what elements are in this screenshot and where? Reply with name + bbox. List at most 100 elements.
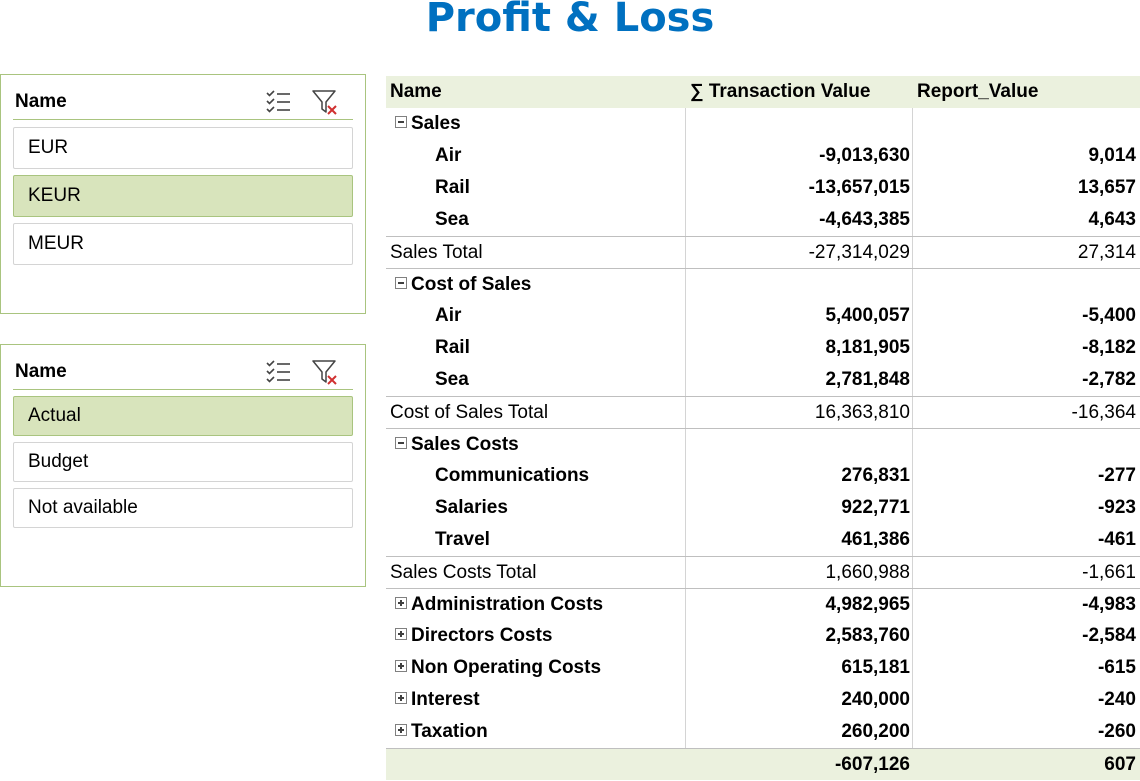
slicer-item-meur[interactable]: MEUR <box>13 223 353 265</box>
row-label: Salaries <box>435 497 508 518</box>
table-row: Salaries 922,771 -923 <box>386 492 1140 524</box>
report-value-cell: -615 <box>1097 657 1136 678</box>
report-value-cell: -923 <box>1097 497 1136 518</box>
group-label: Sales Costs <box>411 434 519 455</box>
group-label: Administration Costs <box>411 594 604 615</box>
row-label: Rail <box>435 337 470 358</box>
header-transaction-value[interactable]: ∑ Transaction Value <box>690 81 871 102</box>
pivot-table: Name ∑ Transaction Value Report_Value Sa… <box>386 76 1140 780</box>
group-row-non-operating-costs: Non Operating Costs 615,181 -615 <box>386 652 1140 684</box>
clear-filter-icon[interactable] <box>311 88 339 116</box>
group-row-interest: Interest 240,000 -240 <box>386 684 1140 716</box>
group-label: Non Operating Costs <box>411 657 602 678</box>
transaction-value-cell: -9,013,630 <box>819 145 910 166</box>
expand-icon[interactable] <box>395 691 407 704</box>
report-value-cell: 27,314 <box>1077 242 1136 263</box>
report-value-cell: 4,643 <box>1088 209 1136 230</box>
table-row: Air 5,400,057 -5,400 <box>386 300 1140 332</box>
transaction-value-cell: 5,400,057 <box>825 305 910 326</box>
scenario-slicer: Name Actual Budget Not available <box>0 344 366 587</box>
report-value-cell: 607 <box>1104 754 1136 775</box>
report-value-cell: -2,584 <box>1082 625 1136 646</box>
expand-icon[interactable] <box>395 596 407 609</box>
report-value-cell: -2,782 <box>1082 369 1136 390</box>
transaction-value-cell: 2,583,760 <box>825 625 910 646</box>
column-divider <box>685 108 686 780</box>
transaction-value-cell: -13,657,015 <box>808 177 910 198</box>
pivot-header-row: Name ∑ Transaction Value Report_Value <box>386 76 1140 108</box>
table-row: Communications 276,831 -277 <box>386 460 1140 492</box>
report-value-cell: -4,983 <box>1082 594 1136 615</box>
transaction-value-cell: 240,000 <box>841 689 910 710</box>
slicer-header-label: Name <box>15 361 67 382</box>
group-row-cost-of-sales: Cost of Sales <box>386 268 1140 300</box>
group-label: Taxation <box>411 721 488 742</box>
group-row-sales-costs: Sales Costs <box>386 428 1140 460</box>
row-label: Air <box>435 305 462 326</box>
report-value-cell: -260 <box>1097 721 1136 742</box>
transaction-value-cell: 1,660,988 <box>825 562 910 583</box>
transaction-value-cell: -27,314,029 <box>808 242 910 263</box>
multi-select-icon[interactable] <box>265 358 291 384</box>
transaction-value-cell: 4,982,965 <box>825 594 910 615</box>
slicer-header: Name <box>13 353 353 390</box>
transaction-value-cell: -4,643,385 <box>819 209 910 230</box>
group-label: Cost of Sales <box>411 274 532 295</box>
total-row-sales: Sales Total -27,314,029 27,314 <box>386 236 1140 268</box>
group-row-sales: Sales <box>386 108 1140 140</box>
report-value-cell: -16,364 <box>1071 402 1136 423</box>
transaction-value-cell: 276,831 <box>841 465 910 486</box>
expand-icon[interactable] <box>395 659 407 672</box>
slicer-item-budget[interactable]: Budget <box>13 442 353 482</box>
transaction-value-cell: 260,200 <box>841 721 910 742</box>
currency-slicer: Name EUR KEUR MEUR <box>0 74 366 314</box>
collapse-icon[interactable] <box>395 436 407 449</box>
transaction-value-cell: 8,181,905 <box>825 337 910 358</box>
transaction-value-cell: 922,771 <box>841 497 910 518</box>
table-row: Rail 8,181,905 -8,182 <box>386 332 1140 364</box>
collapse-icon[interactable] <box>395 276 407 289</box>
collapse-icon[interactable] <box>395 115 407 128</box>
expand-icon[interactable] <box>395 723 407 736</box>
table-row: Sea 2,781,848 -2,782 <box>386 364 1140 396</box>
report-value-cell: -240 <box>1097 689 1136 710</box>
row-label: Travel <box>435 529 490 550</box>
slicer-header-label: Name <box>15 91 67 112</box>
slicer-item-eur[interactable]: EUR <box>13 127 353 169</box>
slicer-item-keur[interactable]: KEUR <box>13 175 353 217</box>
report-value-cell: -1,661 <box>1082 562 1136 583</box>
report-value-cell: 13,657 <box>1077 177 1136 198</box>
report-value-cell: -5,400 <box>1082 305 1136 326</box>
table-row: Air -9,013,630 9,014 <box>386 140 1140 172</box>
group-row-administration-costs: Administration Costs 4,982,965 -4,983 <box>386 588 1140 620</box>
table-row: Travel 461,386 -461 <box>386 524 1140 556</box>
total-label: Sales Costs Total <box>390 562 537 583</box>
total-label: Cost of Sales Total <box>390 402 549 423</box>
transaction-value-cell: 461,386 <box>841 529 910 550</box>
multi-select-icon[interactable] <box>265 88 291 114</box>
report-value-cell: -461 <box>1097 529 1136 550</box>
page-title: Profit & Loss <box>425 0 715 41</box>
total-row-sales-costs: Sales Costs Total 1,660,988 -1,661 <box>386 556 1140 588</box>
group-label: Interest <box>411 689 480 710</box>
report-value-cell: 9,014 <box>1088 145 1136 166</box>
table-row: Sea -4,643,385 4,643 <box>386 204 1140 236</box>
row-label: Communications <box>435 465 590 486</box>
row-label: Air <box>435 145 462 166</box>
group-label: Directors Costs <box>411 625 553 646</box>
row-label: Sea <box>435 209 469 230</box>
clear-filter-icon[interactable] <box>311 358 339 386</box>
report-value-cell: -277 <box>1097 465 1136 486</box>
header-name[interactable]: Name <box>390 81 442 102</box>
slicer-item-actual[interactable]: Actual <box>13 396 353 436</box>
header-report-value[interactable]: Report_Value <box>917 81 1039 102</box>
table-row: Rail -13,657,015 13,657 <box>386 172 1140 204</box>
total-label: Sales Total <box>390 242 483 263</box>
row-label: Rail <box>435 177 470 198</box>
transaction-value-cell: 2,781,848 <box>825 369 910 390</box>
expand-icon[interactable] <box>395 627 407 640</box>
slicer-item-not-available[interactable]: Not available <box>13 488 353 528</box>
grand-total-row: -607,126 607 <box>386 748 1140 780</box>
group-row-taxation: Taxation 260,200 -260 <box>386 716 1140 748</box>
transaction-value-cell: 16,363,810 <box>814 402 910 423</box>
